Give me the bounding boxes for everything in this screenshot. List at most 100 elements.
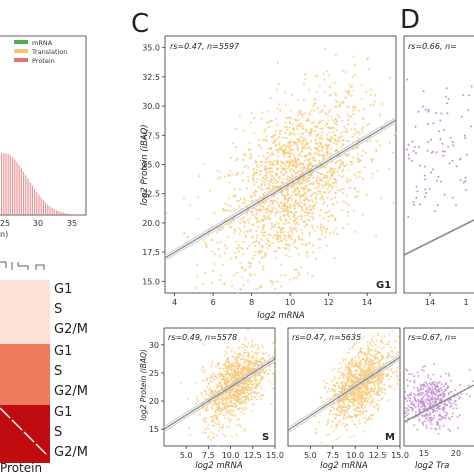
scatter-point — [304, 219, 307, 222]
scatter-point — [274, 287, 277, 290]
scatter-point — [355, 395, 358, 398]
scatter-point — [233, 364, 236, 367]
scatter-point — [299, 183, 302, 186]
scatter-point — [388, 384, 391, 387]
scatter-point — [300, 122, 303, 125]
scatter-point — [242, 158, 245, 162]
scatter-point — [370, 414, 373, 417]
scatter-point — [464, 176, 467, 179]
heatmap-row-label: G2/M — [54, 384, 88, 399]
scatter-point — [371, 172, 374, 176]
scatter-point — [351, 135, 354, 138]
scatter-point — [282, 153, 285, 156]
scatter-point — [271, 383, 273, 386]
scatter-point — [336, 114, 339, 117]
scatter-point — [294, 194, 298, 197]
scatter-point — [323, 91, 326, 94]
scatter-point — [261, 234, 264, 237]
scatter-point — [269, 209, 272, 212]
scatter-point — [228, 372, 231, 375]
scatter-point — [341, 69, 344, 72]
scatter-point — [338, 420, 341, 423]
scatter-point — [432, 122, 435, 125]
scatter-point — [397, 335, 400, 338]
scatter-point — [251, 361, 254, 364]
scatter-point — [345, 127, 348, 130]
scatter-point — [275, 230, 278, 234]
scatter-point — [240, 373, 243, 375]
scatter-point — [354, 414, 357, 416]
scatter-point — [294, 217, 297, 220]
scatter-point — [342, 360, 345, 363]
scatter-point — [350, 86, 353, 89]
scatter-point — [278, 176, 281, 179]
scatter-point — [443, 394, 446, 397]
scatter-point — [300, 150, 303, 153]
scatter-point — [418, 419, 421, 422]
fit-confidence-band — [163, 360, 276, 433]
scatter-point — [448, 418, 451, 421]
scatter-point — [286, 128, 289, 131]
scatter-point — [283, 246, 286, 249]
scatter-point — [260, 169, 263, 172]
histogram-bar — [7, 154, 9, 215]
scatter-point — [262, 265, 265, 268]
scatter-point — [453, 389, 456, 392]
scatter-point — [260, 146, 263, 149]
scatter-point — [322, 225, 325, 228]
scatter-point — [349, 400, 352, 403]
scatter-point — [313, 152, 316, 155]
scatter-point — [230, 221, 233, 224]
scatter-point — [433, 210, 436, 213]
scatter-point — [372, 327, 375, 330]
scatter-point — [221, 427, 223, 430]
scatter-point — [346, 352, 348, 355]
scatter-point — [240, 411, 243, 414]
scatter-point — [327, 387, 330, 390]
scatter-point — [361, 368, 363, 371]
scatter-point — [277, 143, 280, 146]
heatmap-row-label: G2/M — [54, 322, 88, 337]
scatter-point — [284, 196, 287, 200]
scatter-point — [367, 369, 370, 372]
scatter-point — [372, 397, 375, 400]
scatter-point — [255, 353, 258, 356]
scatter-point — [359, 397, 362, 400]
scatter-point — [320, 196, 323, 199]
histogram-bar — [75, 214, 77, 215]
scatter-point — [268, 245, 271, 248]
scatter-point — [296, 193, 299, 196]
scatter-point — [299, 111, 302, 114]
scatter-point — [424, 188, 427, 191]
scatter-point — [276, 107, 279, 110]
scatter-point — [288, 234, 291, 237]
scatter-point — [209, 393, 212, 396]
scatter-point — [253, 382, 256, 385]
scatter-point — [446, 412, 449, 415]
scatter-point — [428, 411, 431, 414]
scatter-point — [276, 209, 279, 212]
scatter-point — [424, 381, 427, 384]
scatter-point — [374, 387, 376, 390]
scatter-point — [342, 139, 345, 142]
scatter-point — [218, 423, 221, 426]
scatter-point — [341, 387, 344, 390]
scatter-point — [202, 379, 205, 382]
scatter-point — [360, 407, 363, 410]
scatter-point — [348, 384, 350, 387]
scatter-point — [355, 398, 358, 401]
scatter-point — [246, 366, 249, 369]
x-tick-label: 12.5 — [369, 451, 387, 460]
scatter-point — [245, 351, 248, 354]
scatter-point — [464, 180, 467, 183]
scatter-point — [331, 420, 334, 423]
x-tick-label: 12.5 — [244, 451, 262, 460]
heatmap-dendrogram — [0, 261, 45, 270]
scatter-point — [216, 434, 218, 437]
scatter-point — [343, 385, 346, 388]
scatter-point — [250, 386, 253, 389]
scatter-point — [292, 215, 295, 218]
scatter-point — [316, 106, 319, 110]
scatter-point — [259, 382, 262, 385]
scatter-point — [431, 418, 434, 421]
